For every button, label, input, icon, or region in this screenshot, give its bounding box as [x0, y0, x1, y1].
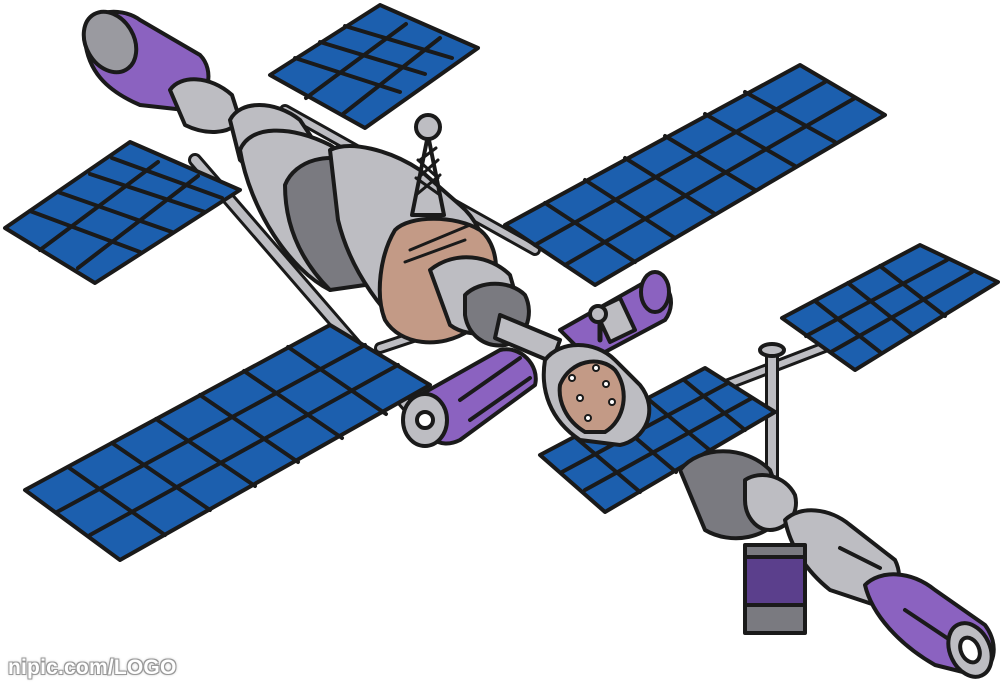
solar-panel-top-left [268, 3, 480, 130]
module-hanging-canister [743, 543, 807, 635]
solar-panel-right [780, 243, 1000, 372]
antenna-icon [410, 113, 446, 217]
module-lower-right [678, 449, 996, 679]
docking-module [541, 304, 652, 447]
solar-panel-top-right [503, 63, 887, 287]
module-top-left [81, 9, 242, 134]
module-left-pod [401, 347, 538, 448]
center-connector [428, 255, 562, 364]
module-right-pod [558, 270, 673, 362]
solar-panel-bottom-left [23, 323, 432, 562]
solar-panel-left [3, 140, 242, 285]
watermark-text: nipic.com/LOGO [8, 656, 177, 679]
